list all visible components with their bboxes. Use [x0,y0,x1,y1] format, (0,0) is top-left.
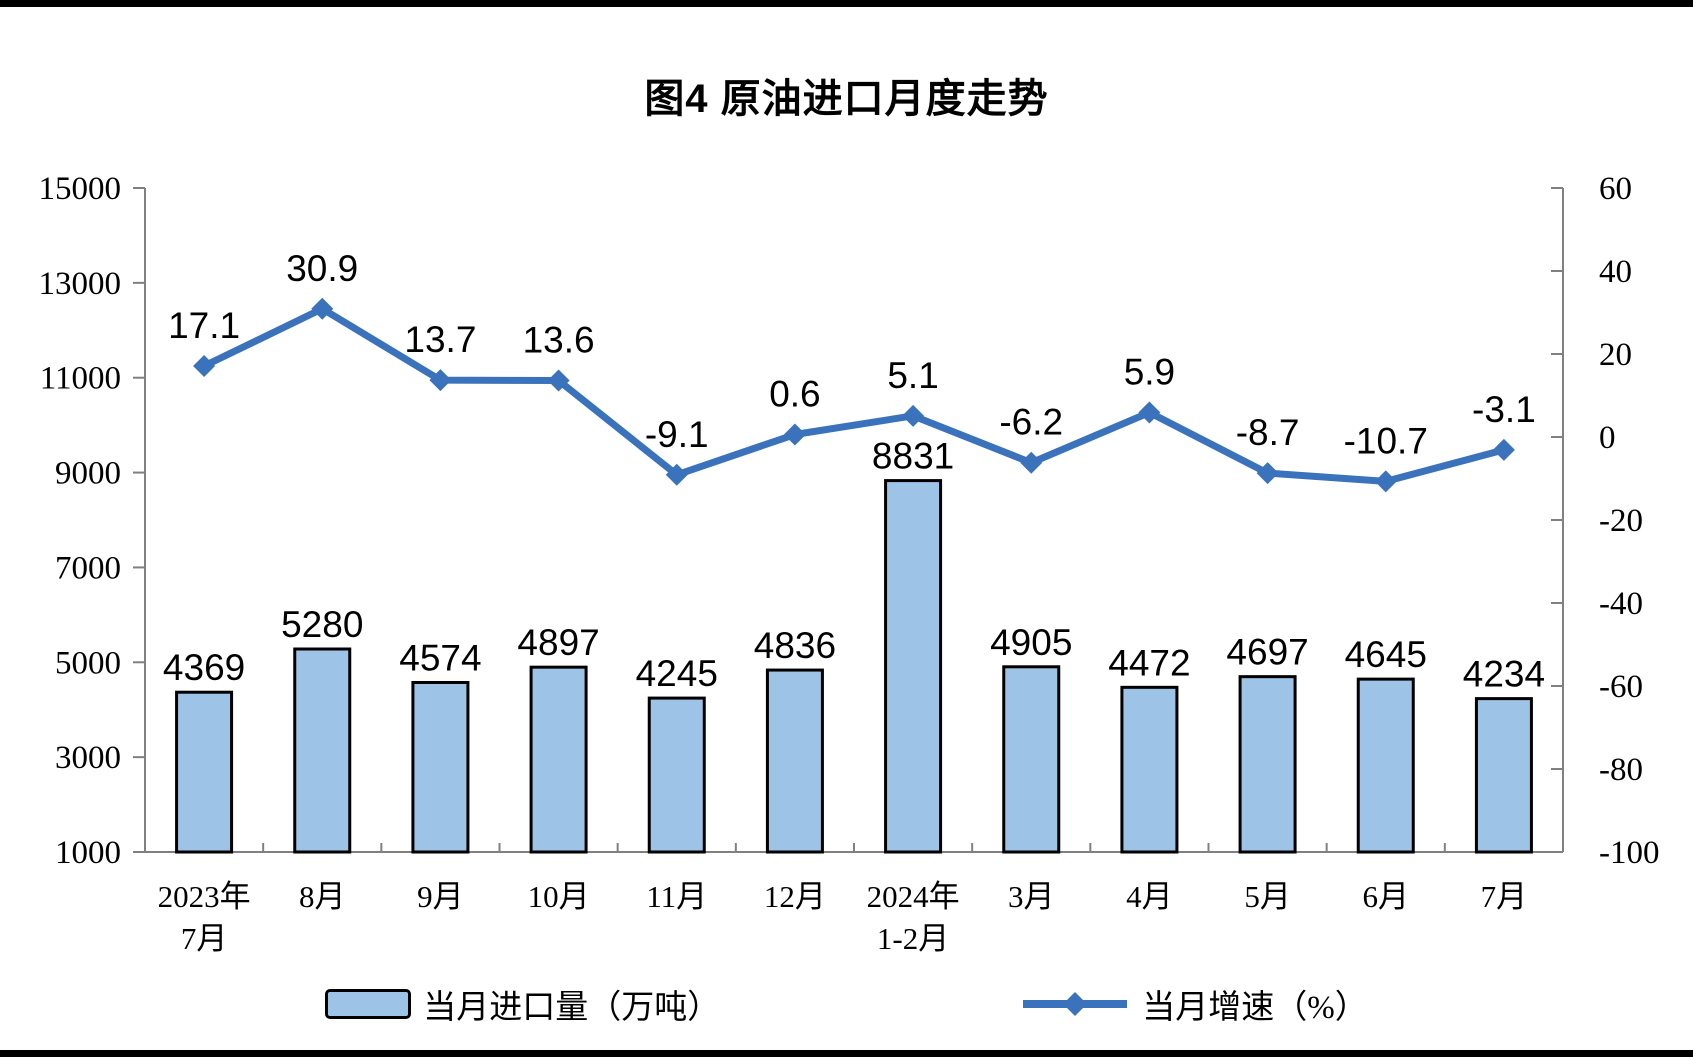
bottom-border [0,1050,1693,1057]
x-category-label: 5月 [1244,879,1291,914]
bar [1002,665,1061,854]
top-border [0,0,1693,7]
line-value-label: 5.1 [887,355,938,396]
x-category-label: 9月 [417,879,464,914]
right-axis-tick-label: 0 [1599,420,1616,456]
line-marker-diamond [1256,462,1279,485]
line-value-label: -10.7 [1344,420,1428,461]
bar [1474,697,1533,854]
bar [175,690,234,854]
line-value-label: -6.2 [999,402,1063,443]
x-category-label: 3月 [1008,879,1055,914]
line-marker-diamond [429,369,452,392]
line-marker-diamond [783,423,806,446]
line-value-label: 30.9 [286,248,358,289]
bar-value-label: 8831 [872,436,954,477]
line-marker-diamond [665,463,688,486]
x-category-label: 4月 [1126,879,1173,914]
right-axis-tick-label: 40 [1599,254,1632,290]
bar-value-label: 5280 [281,604,363,645]
left-axis-tick-label: 13000 [39,266,122,302]
x-category-label: 12月 [764,879,826,914]
right-axis-tick-label: -20 [1599,503,1643,539]
line-marker-diamond [1020,451,1043,474]
bar-value-label: 4905 [990,622,1072,663]
right-axis-tick-label: -40 [1599,586,1643,622]
line-value-label: 13.7 [404,319,476,360]
left-axis-tick-label: 7000 [55,550,121,586]
bar-value-label: 4836 [754,625,836,666]
bar [411,680,470,854]
bar [1356,677,1415,854]
x-category-label: 2023年 7月 [158,879,251,956]
left-axis-tick-label: 5000 [55,645,121,681]
legend-label-growth-rate: 当月增速（%） [1142,990,1368,1026]
x-category-label: 11月 [646,879,707,914]
line-value-label: -8.7 [1236,412,1300,453]
bar-value-label: 4234 [1463,654,1545,695]
x-category-label: 6月 [1363,879,1410,914]
bar [884,479,943,854]
bar [647,696,706,854]
x-category-label: 2024年 1-2月 [867,879,960,956]
legend-label-import-volume: 当月进口量（万吨） [423,990,721,1026]
left-axis-tick-label: 3000 [55,740,121,776]
x-category-label: 8月 [299,879,346,914]
chart-legend: 当月进口量（万吨） 当月增速（%） [0,980,1693,1028]
line-marker-diamond [547,369,570,392]
line-series-swatch [1023,992,1128,1016]
line-value-label: -3.1 [1472,389,1536,430]
line-marker-diamond [1374,470,1397,493]
bar-value-label: 4697 [1226,632,1308,673]
right-axis-tick-label: 60 [1599,171,1632,207]
bar-series-swatch [325,989,412,1019]
line-value-label: 5.9 [1124,352,1175,393]
bar-value-label: 4472 [1108,642,1190,683]
x-category-label: 7月 [1481,879,1528,914]
left-axis-tick-label: 11000 [40,361,121,397]
bar-value-label: 4645 [1345,634,1427,675]
bar-value-label: 4574 [399,637,481,678]
line-value-label: 17.1 [168,305,240,346]
line-marker-diamond [311,297,334,320]
chart-title: 图4 原油进口月度走势 [644,77,1049,121]
bar-value-label: 4245 [636,653,718,694]
right-axis-tick-label: 20 [1599,337,1632,373]
bar-value-label: 4897 [517,622,599,663]
line-marker-diamond [1138,401,1161,424]
right-axis-tick-label: -100 [1599,835,1660,871]
left-axis-tick-label: 1000 [55,835,121,871]
legend-diamond-icon [1063,992,1088,1016]
bar [293,647,352,854]
line-marker-diamond [902,404,925,427]
left-axis-tick-label: 9000 [55,456,121,492]
left-axis-tick-label: 15000 [39,171,122,207]
line-value-label: -9.1 [645,414,709,455]
legend-item-import-volume: 当月进口量（万吨） [325,980,720,1028]
line-value-label: 0.6 [769,374,820,415]
growth-line [202,305,1505,485]
bar [1238,675,1297,854]
line-marker-diamond [1492,438,1515,461]
bar [1120,685,1179,854]
legend-item-growth-rate: 当月增速（%） [1020,980,1368,1028]
bar [529,665,588,854]
bar-value-label: 4369 [163,647,245,688]
right-axis-tick-label: -80 [1599,752,1643,788]
x-category-label: 10月 [528,879,590,914]
bar [765,668,824,854]
line-marker-diamond [193,355,216,378]
line-value-label: 13.6 [523,320,595,361]
right-axis-tick-label: -60 [1599,669,1643,705]
